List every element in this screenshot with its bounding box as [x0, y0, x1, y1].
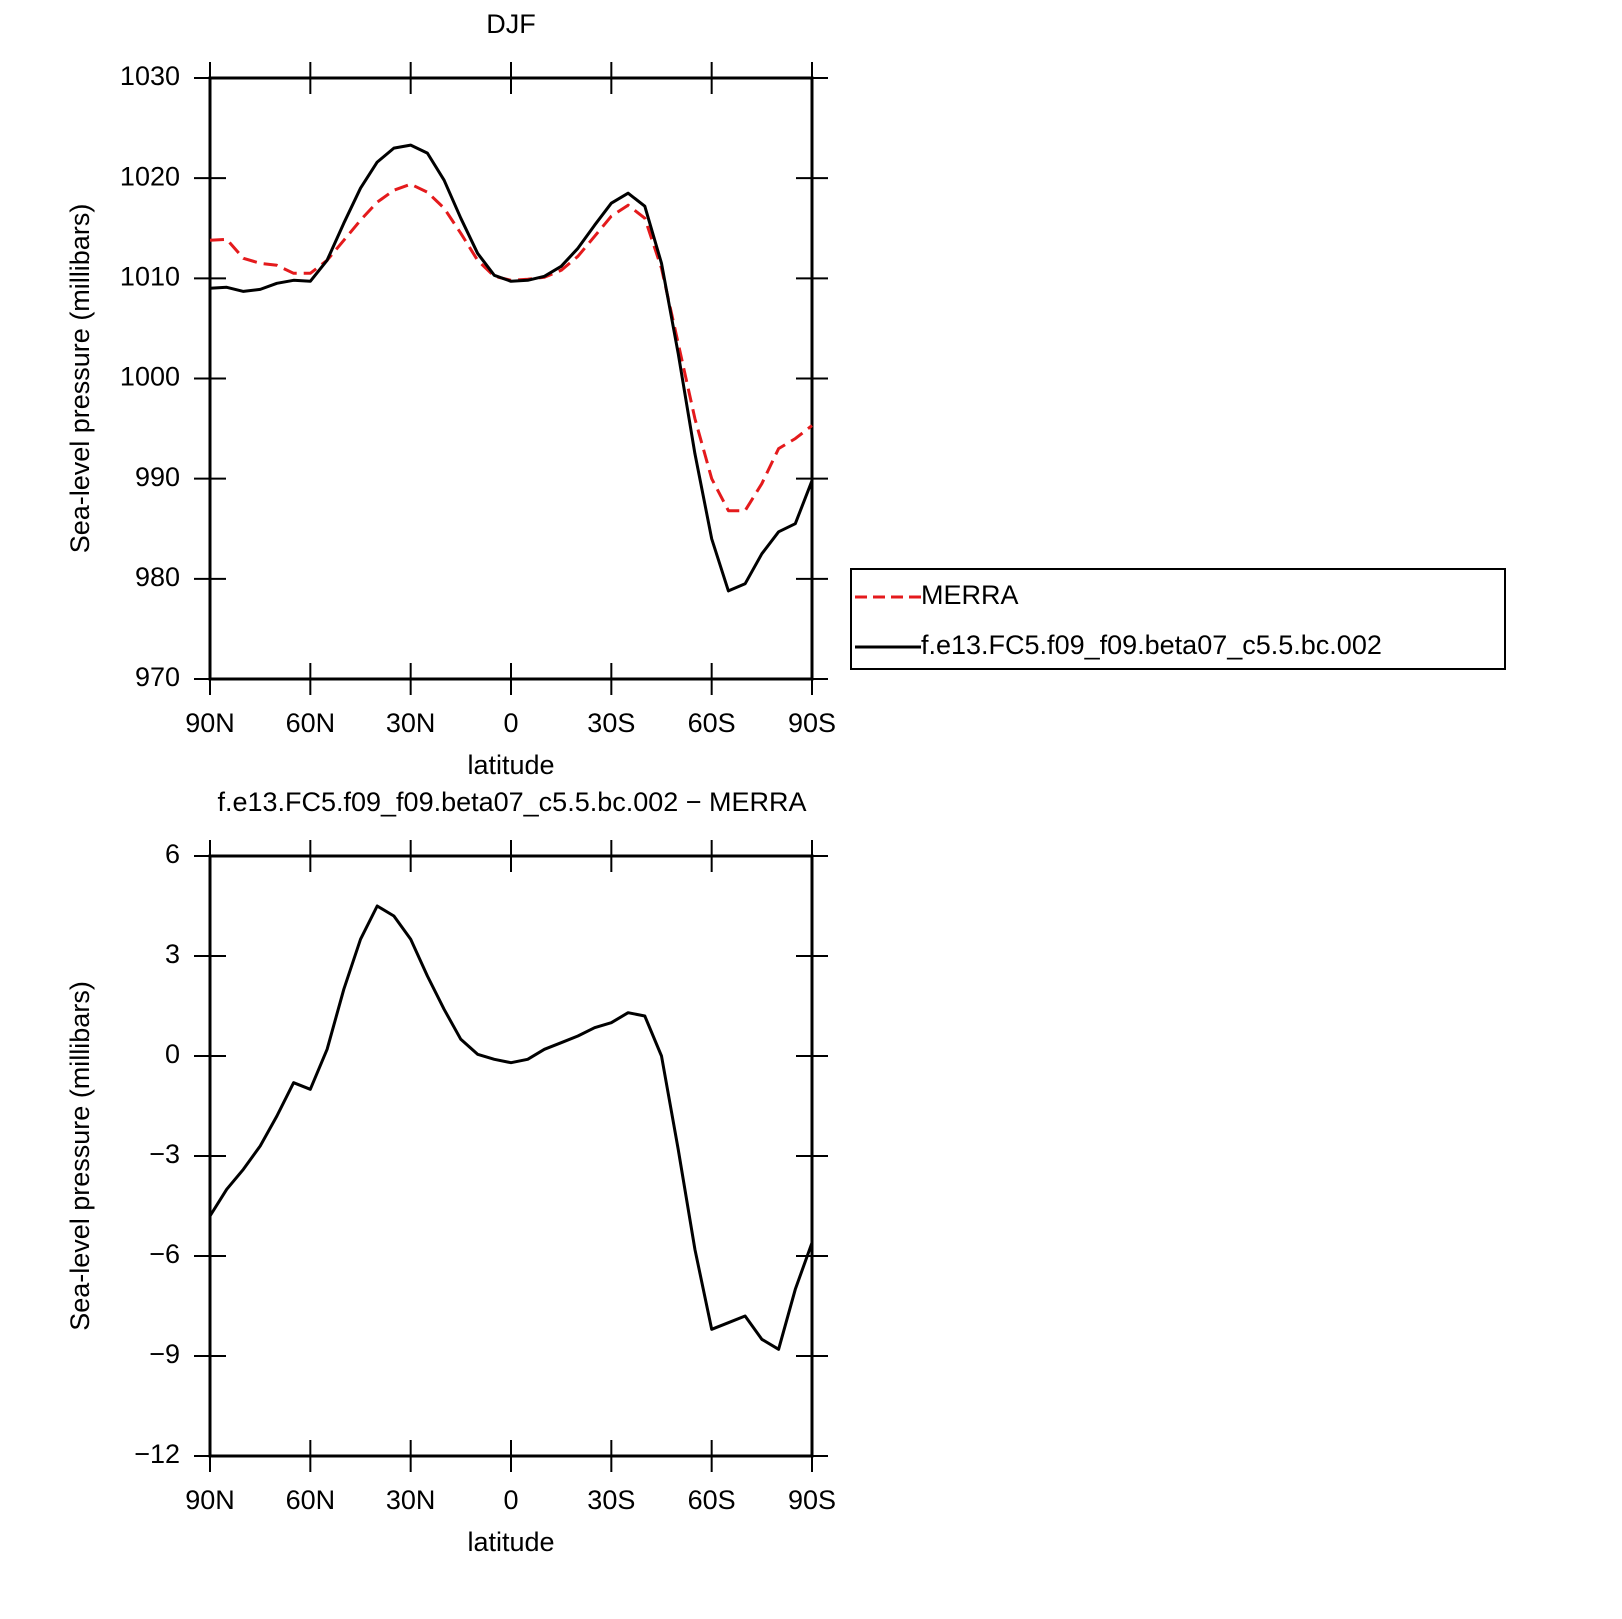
x-tick-label: 60N — [286, 1485, 336, 1515]
y-tick-label: 3 — [165, 939, 180, 969]
chart-title: f.e13.FC5.f09_f09.beta07_c5.5.bc.002 − M… — [217, 787, 806, 817]
y-tick-label: −3 — [149, 1139, 180, 1169]
y-axis-label: Sea-level pressure (millibars) — [65, 981, 95, 1331]
y-tick-label: −6 — [149, 1239, 180, 1269]
x-tick-label: 90N — [185, 1485, 235, 1515]
legend-label: f.e13.FC5.f09_f09.beta07_c5.5.bc.002 — [921, 630, 1382, 660]
x-tick-label: 60S — [688, 1485, 736, 1515]
x-tick-label: 60S — [688, 708, 736, 738]
legend-box — [850, 568, 1506, 670]
x-tick-label: 0 — [503, 708, 518, 738]
x-tick-label: 0 — [503, 1485, 518, 1515]
legend-label: MERRA — [921, 580, 1019, 610]
x-tick-label: 30S — [587, 1485, 635, 1515]
series-line — [208, 904, 814, 1351]
x-tick-label: 30N — [386, 708, 436, 738]
y-tick-label: −12 — [134, 1439, 180, 1469]
y-tick-label: 970 — [135, 662, 180, 692]
x-axis-label: latitude — [467, 1527, 554, 1557]
y-tick-label: 6 — [165, 839, 180, 869]
x-tick-label: 30N — [386, 1485, 436, 1515]
y-tick-label: 1010 — [120, 261, 180, 291]
y-axis-label: Sea-level pressure (millibars) — [65, 204, 95, 554]
y-tick-label: −9 — [149, 1339, 180, 1369]
x-tick-label: 90N — [185, 708, 235, 738]
y-tick-label: 1030 — [120, 61, 180, 91]
chart-title: DJF — [486, 9, 536, 39]
y-tick-label: 980 — [135, 562, 180, 592]
x-tick-label: 90S — [788, 1485, 836, 1515]
x-tick-label: 60N — [286, 708, 336, 738]
x-tick-label: 90S — [788, 708, 836, 738]
y-tick-label: 1020 — [120, 161, 180, 191]
plot-frame — [208, 854, 814, 1458]
y-tick-label: 1000 — [120, 362, 180, 392]
plot-frame — [208, 76, 814, 681]
y-tick-label: 0 — [165, 1039, 180, 1069]
x-tick-label: 30S — [587, 708, 635, 738]
y-tick-label: 990 — [135, 462, 180, 492]
x-axis-label: latitude — [467, 750, 554, 780]
series-line — [209, 182, 813, 513]
series-line — [209, 143, 814, 593]
